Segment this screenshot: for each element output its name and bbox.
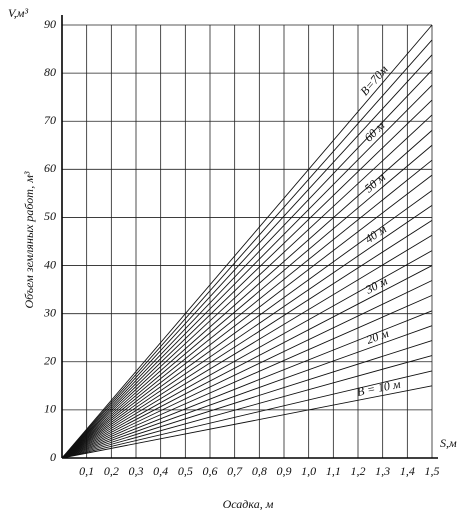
x-tick-label: 0,9 (277, 464, 292, 478)
x-tick-label: 0,3 (129, 464, 144, 478)
series-line (61, 234, 433, 459)
series-line (61, 325, 433, 459)
series-line (61, 99, 433, 459)
x-tick-label: 0,7 (227, 464, 243, 478)
x-tick-label: 0,1 (79, 464, 94, 478)
y-corner-label: V,м³ (8, 6, 28, 20)
y-tick-label: 80 (44, 65, 56, 79)
x-tick-label: 1,3 (375, 464, 390, 478)
series-line (61, 265, 433, 459)
x-tick-label: 1,2 (351, 464, 366, 478)
series-line (61, 355, 433, 459)
series-line (61, 310, 433, 459)
x-tick-label: 0,2 (104, 464, 119, 478)
x-tick-label: 0,5 (178, 464, 193, 478)
series-line (61, 280, 433, 459)
y-tick-label: 20 (44, 354, 56, 368)
x-tick-label: 1,1 (326, 464, 341, 478)
series-line (61, 250, 433, 459)
series-line (61, 130, 433, 459)
x-tick-label: 1,5 (425, 464, 440, 478)
series-line (61, 205, 433, 459)
series-line (61, 219, 433, 459)
x-tick-label: 0,6 (203, 464, 218, 478)
y-axis-label: Объем земляных работ, м³ (22, 171, 36, 308)
y-tick-label: 90 (44, 17, 56, 31)
x-axis-label: Осадка, м (223, 497, 274, 511)
x-tick-label: 0,8 (252, 464, 267, 478)
series-line (61, 294, 433, 459)
y-tick-label: 70 (44, 113, 56, 127)
x-corner-label: S,м (440, 436, 457, 450)
series-line (61, 159, 433, 459)
x-tick-label: 0,4 (153, 464, 168, 478)
series-line (61, 340, 433, 459)
y-tick-label: 60 (44, 161, 56, 175)
y-tick-label: 40 (44, 257, 56, 271)
series-label: 30 м (362, 274, 390, 297)
series-line (61, 24, 433, 459)
x-tick-label: 1,4 (400, 464, 415, 478)
x-tick-label: 1,0 (301, 464, 316, 478)
y-tick-label: 50 (44, 209, 56, 223)
series-line (61, 114, 433, 459)
series-line (61, 84, 433, 459)
series-line (61, 190, 433, 459)
y-tick-label: 0 (50, 450, 56, 464)
y-tick-label: 10 (44, 402, 56, 416)
series-line (61, 69, 433, 459)
series-line (61, 174, 433, 459)
series-line (61, 370, 433, 459)
series-line (61, 385, 433, 459)
series-line (61, 144, 433, 459)
y-tick-label: 30 (43, 305, 56, 319)
series-line (61, 39, 433, 459)
series-label: 50 м (362, 170, 389, 196)
series-line (61, 54, 433, 459)
